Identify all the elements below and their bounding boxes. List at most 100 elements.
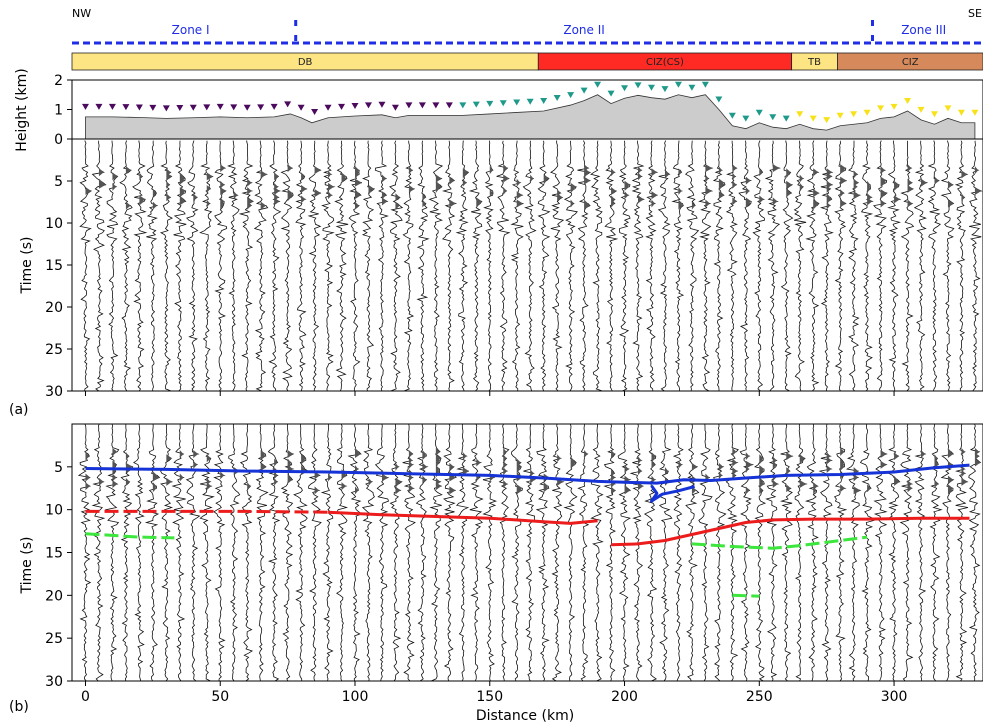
station-marker [405, 102, 413, 109]
station-marker [432, 102, 440, 109]
trace-positive-fill [152, 471, 160, 493]
seismic-trace [132, 140, 148, 392]
trace-positive-fill [328, 473, 332, 482]
seismic-trace [91, 140, 107, 392]
trace-positive-fill [840, 164, 847, 208]
seismic-trace [819, 140, 834, 392]
seismic-trace [253, 140, 269, 392]
trace-positive-fill [341, 172, 347, 183]
station-marker [971, 109, 979, 116]
station-marker [257, 104, 265, 111]
seismic-trace [146, 140, 159, 391]
trace-positive-fill [220, 471, 225, 480]
topography-panel: 0 1 2 [54, 73, 983, 148]
station-marker [122, 104, 130, 111]
trace-positive-fill [557, 454, 564, 486]
station-marker [661, 86, 669, 93]
seismic-trace [631, 140, 645, 392]
station-marker [216, 103, 224, 110]
seismic-trace [374, 140, 389, 392]
station-marker [688, 84, 696, 91]
seismic-trace [185, 423, 201, 682]
seismic-trace [214, 140, 228, 392]
trace-positive-fill [867, 180, 873, 206]
trace-positive-fill [125, 166, 131, 210]
trace-positive-fill [745, 176, 752, 208]
station-marker [890, 103, 898, 110]
station-marker [284, 101, 292, 108]
terrane-bar: DB CIZ(CS) TB CIZ [71, 52, 983, 71]
seismic-trace [618, 140, 631, 392]
zone-label: Zone III [901, 23, 946, 37]
trace-positive-fill [840, 447, 845, 493]
trace-positive-fill [435, 447, 442, 491]
station-marker [742, 115, 750, 122]
trace-positive-fill [853, 170, 860, 200]
seismic-trace [955, 423, 969, 682]
horizon-line [732, 593, 760, 598]
station-marker [904, 97, 912, 104]
trace-positive-fill [166, 168, 172, 202]
trace-positive-fill [85, 452, 91, 491]
seismic-trace [280, 140, 294, 392]
seismic-trace [199, 423, 215, 682]
trace-positive-fill [718, 462, 724, 480]
station-marker [324, 104, 332, 111]
seismic-trace [402, 423, 416, 682]
trace-positive-fill [98, 477, 104, 486]
distance-tick-label: 0 [81, 689, 90, 705]
station-marker [135, 104, 143, 111]
trace-positive-fill [651, 168, 658, 208]
trace-positive-fill [530, 174, 534, 183]
trace-positive-fill [314, 471, 320, 495]
time-tick-label: 30 [45, 674, 63, 690]
trace-positive-fill [247, 482, 251, 491]
station-marker [81, 103, 89, 110]
station-marker [391, 104, 399, 111]
station-marker [728, 112, 736, 119]
trace-positive-fill [732, 447, 738, 480]
trace-positive-fill [799, 174, 804, 191]
trace-positive-fill [530, 469, 535, 484]
station-marker [540, 97, 548, 104]
time-tick-label: 15 [45, 546, 63, 562]
seismic-trace [657, 140, 671, 392]
seismic-trace [336, 423, 349, 682]
seismic-trace [765, 423, 780, 682]
station-marker [445, 102, 453, 109]
seismic-trace [347, 423, 363, 682]
time-tick-label: 10 [45, 216, 63, 232]
seismic-trace [144, 423, 161, 682]
trace-positive-fill [678, 460, 682, 469]
station-marker [930, 111, 938, 118]
time-tick-label: 25 [45, 631, 63, 647]
trace-positive-fill [112, 447, 118, 488]
trace-positive-fill [301, 454, 308, 476]
trace-positive-fill [543, 473, 550, 493]
trace-positive-fill [826, 452, 832, 473]
seismic-trace [348, 140, 362, 392]
seismic-trace [389, 423, 403, 682]
station-marker [594, 81, 602, 88]
station-marker [957, 109, 965, 116]
trace-positive-fill [449, 462, 457, 495]
seismic-trace [779, 423, 794, 682]
trace-positive-fill [206, 454, 212, 491]
seismic-trace [374, 423, 390, 682]
topo-y-tick-label: 2 [54, 73, 63, 89]
trace-positive-fill [907, 164, 913, 208]
seismic-trace [535, 423, 551, 682]
time-axis-label-a: Time (s) [19, 237, 35, 295]
seismic-trace [321, 140, 336, 392]
trace-positive-fill [934, 454, 939, 488]
seismic-trace [873, 140, 888, 392]
seismic-trace [551, 423, 565, 682]
time-tick-label: 20 [45, 588, 63, 604]
trace-positive-fill [705, 164, 713, 208]
trace-positive-fill [381, 473, 388, 482]
trace-positive-fill [98, 168, 106, 189]
seismic-trace [307, 140, 322, 392]
seismic-trace [805, 140, 820, 392]
station-marker [270, 103, 278, 110]
seismic-trace [754, 423, 767, 682]
